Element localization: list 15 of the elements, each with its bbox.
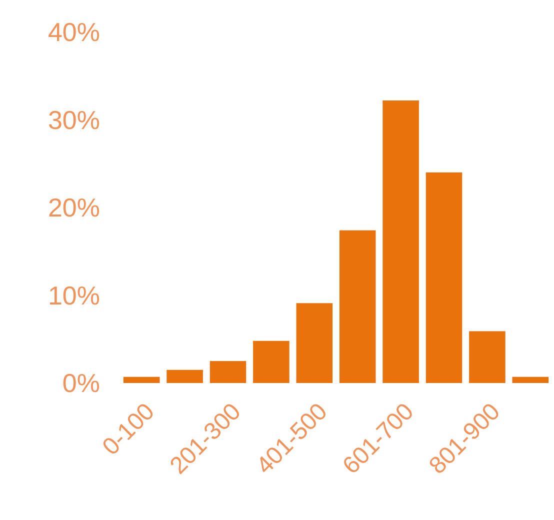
bar bbox=[166, 370, 203, 383]
y-tick-label: 10% bbox=[48, 280, 100, 310]
bar bbox=[210, 361, 246, 383]
bar bbox=[512, 376, 549, 383]
bar bbox=[469, 331, 506, 383]
bar bbox=[382, 100, 419, 383]
bar bbox=[339, 230, 376, 383]
y-tick-label: 0% bbox=[62, 368, 100, 398]
y-tick-label: 20% bbox=[48, 192, 100, 223]
y-tick-label: 40% bbox=[48, 17, 100, 48]
bar bbox=[296, 303, 333, 383]
bar bbox=[426, 172, 462, 383]
bar bbox=[253, 340, 290, 383]
y-tick-label: 30% bbox=[48, 104, 100, 135]
bar bbox=[123, 376, 160, 383]
